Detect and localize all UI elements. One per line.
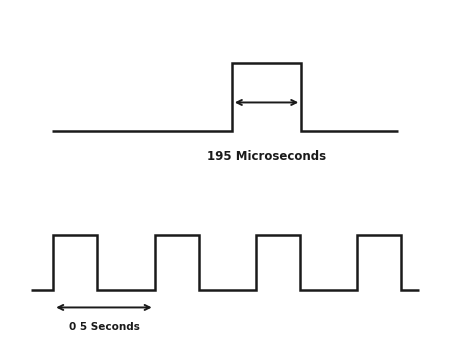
Text: 0 5 Seconds: 0 5 Seconds <box>68 322 140 332</box>
Text: 195 Microseconds: 195 Microseconds <box>207 150 326 163</box>
